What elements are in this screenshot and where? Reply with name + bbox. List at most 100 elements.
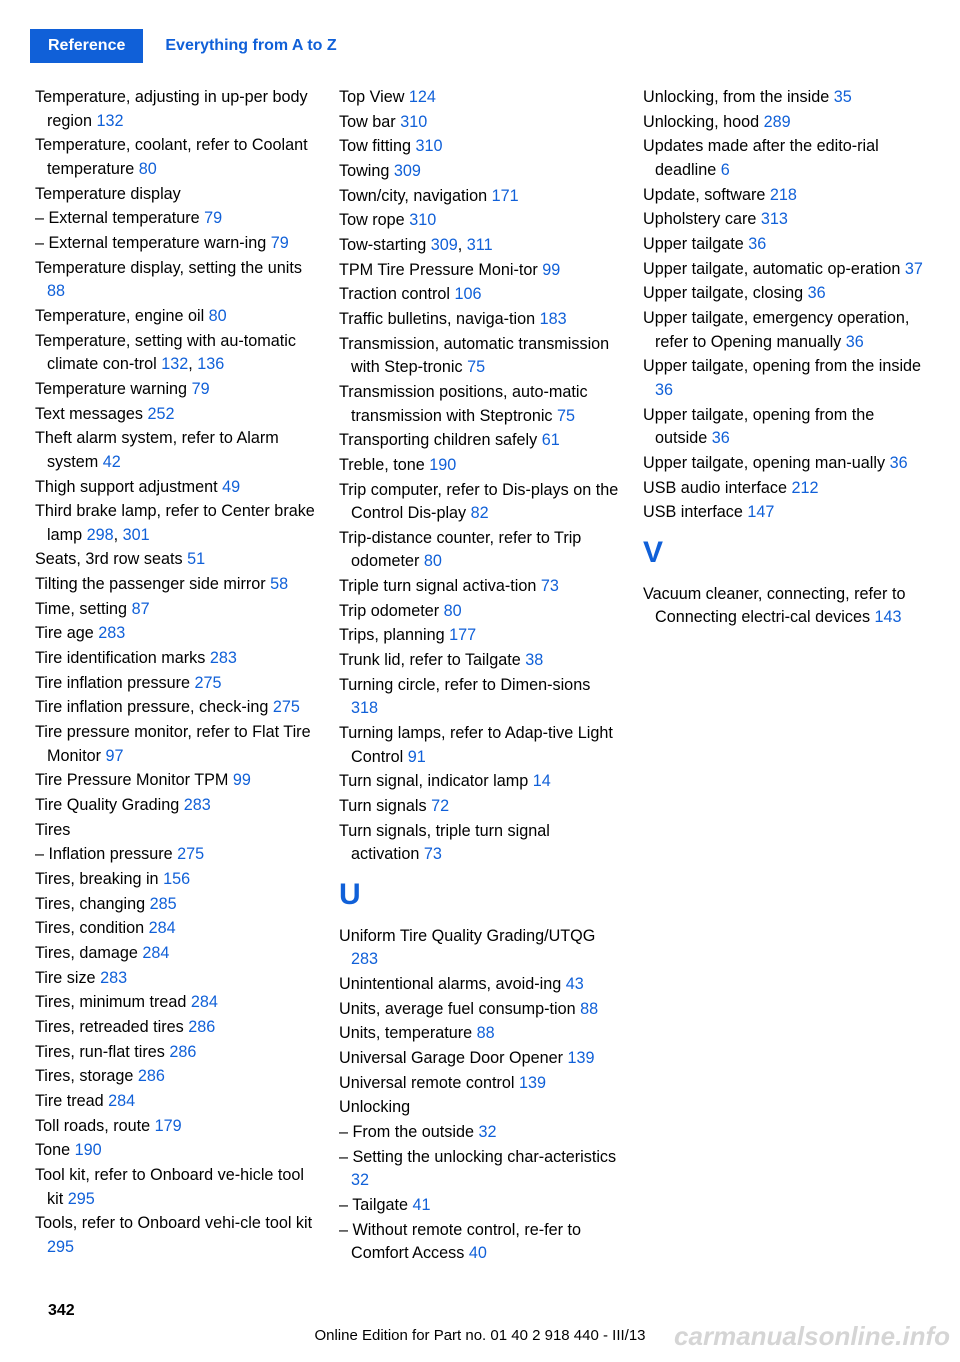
page-ref[interactable]: 252: [147, 405, 174, 423]
page-ref[interactable]: 75: [467, 358, 485, 376]
page-ref[interactable]: 218: [770, 186, 797, 204]
page-ref[interactable]: 88: [580, 1000, 598, 1018]
index-entry: Tow fitting 310: [339, 135, 621, 159]
page-ref[interactable]: 79: [192, 380, 210, 398]
index-entry: Treble, tone 190: [339, 454, 621, 478]
page-ref[interactable]: 79: [271, 234, 289, 252]
page-ref[interactable]: 73: [541, 577, 559, 595]
page-ref[interactable]: 190: [75, 1141, 102, 1159]
page-ref[interactable]: 80: [424, 552, 442, 570]
page-ref[interactable]: 36: [846, 333, 864, 351]
page-ref[interactable]: 106: [454, 285, 481, 303]
page-ref[interactable]: 72: [431, 797, 449, 815]
page-ref[interactable]: 283: [210, 649, 237, 667]
page-ref[interactable]: 51: [187, 550, 205, 568]
page-ref[interactable]: 318: [351, 699, 378, 717]
page-ref[interactable]: 283: [98, 624, 125, 642]
page-ref[interactable]: 40: [469, 1244, 487, 1262]
page-ref[interactable]: 42: [103, 453, 121, 471]
page-ref[interactable]: 283: [351, 950, 378, 968]
page-ref[interactable]: 295: [68, 1190, 95, 1208]
page-ref[interactable]: 58: [270, 575, 288, 593]
page-ref[interactable]: 88: [477, 1024, 495, 1042]
page-ref[interactable]: 35: [834, 88, 852, 106]
index-entry: – Inflation pressure 275: [35, 843, 317, 867]
page-ref[interactable]: 284: [142, 944, 169, 962]
page-ref[interactable]: 132: [161, 355, 188, 373]
page-ref[interactable]: 36: [712, 429, 730, 447]
page-ref[interactable]: 177: [449, 626, 476, 644]
page-ref[interactable]: 147: [747, 503, 774, 521]
page-ref[interactable]: 286: [188, 1018, 215, 1036]
page-ref[interactable]: 284: [149, 919, 176, 937]
page-ref[interactable]: 14: [533, 772, 551, 790]
page-ref[interactable]: 183: [540, 310, 567, 328]
page-ref[interactable]: 286: [169, 1043, 196, 1061]
page-ref[interactable]: 99: [233, 771, 251, 789]
page-ref[interactable]: 32: [351, 1171, 369, 1189]
page-ref[interactable]: 87: [132, 600, 150, 618]
page-ref[interactable]: 37: [905, 260, 923, 278]
page-ref[interactable]: 313: [761, 210, 788, 228]
index-entry: Upper tailgate 36: [643, 233, 925, 257]
page-ref[interactable]: 91: [408, 748, 426, 766]
page-ref[interactable]: 295: [47, 1238, 74, 1256]
page-ref[interactable]: 139: [568, 1049, 595, 1067]
page-ref[interactable]: 309: [394, 162, 421, 180]
page-ref[interactable]: 275: [195, 674, 222, 692]
page-ref[interactable]: 99: [542, 261, 560, 279]
page-ref[interactable]: 283: [100, 969, 127, 987]
page-ref[interactable]: 36: [890, 454, 908, 472]
page-ref[interactable]: 82: [471, 504, 489, 522]
page-ref[interactable]: 36: [748, 235, 766, 253]
page-ref[interactable]: 136: [197, 355, 224, 373]
page-ref[interactable]: 275: [177, 845, 204, 863]
page-ref[interactable]: 36: [655, 381, 673, 399]
index-entry: Trip computer, refer to Dis‐plays on the…: [339, 479, 621, 526]
page-ref[interactable]: 143: [875, 608, 902, 626]
page-ref[interactable]: 75: [557, 407, 575, 425]
page-ref[interactable]: 124: [409, 88, 436, 106]
page-ref[interactable]: 88: [47, 282, 65, 300]
page-ref[interactable]: 298: [87, 526, 114, 544]
page-ref[interactable]: 310: [415, 137, 442, 155]
page-ref[interactable]: 97: [105, 747, 123, 765]
page-ref[interactable]: 283: [184, 796, 211, 814]
page-ref[interactable]: 80: [139, 160, 157, 178]
page-ref[interactable]: 79: [204, 209, 222, 227]
page-ref[interactable]: 301: [123, 526, 150, 544]
page-ref[interactable]: 286: [138, 1067, 165, 1085]
index-entry: Temperature display: [35, 183, 317, 207]
page-ref[interactable]: 80: [444, 602, 462, 620]
index-entry: Turn signals, triple turn signal activat…: [339, 820, 621, 867]
page-ref[interactable]: 41: [413, 1196, 431, 1214]
page-ref[interactable]: 310: [409, 211, 436, 229]
page-ref[interactable]: 139: [519, 1074, 546, 1092]
index-content: Temperature, adjusting in up‐per body re…: [35, 86, 925, 1282]
page-ref[interactable]: 190: [429, 456, 456, 474]
page-ref[interactable]: 156: [163, 870, 190, 888]
index-entry: Third brake lamp, refer to Center brake …: [35, 500, 317, 547]
page-ref[interactable]: 73: [424, 845, 442, 863]
page-ref[interactable]: 179: [155, 1117, 182, 1135]
page-ref[interactable]: 132: [97, 112, 124, 130]
page-ref[interactable]: 284: [191, 993, 218, 1011]
page-ref[interactable]: 275: [273, 698, 300, 716]
page-ref[interactable]: 38: [525, 651, 543, 669]
page-ref[interactable]: 171: [492, 187, 519, 205]
page-ref[interactable]: 212: [791, 479, 818, 497]
page-ref[interactable]: 36: [808, 284, 826, 302]
page-ref[interactable]: 309: [431, 236, 458, 254]
page-ref[interactable]: 49: [222, 478, 240, 496]
index-entry: Uniform Tire Quality Grading/UTQG 283: [339, 925, 621, 972]
page-ref[interactable]: 43: [566, 975, 584, 993]
page-ref[interactable]: 285: [150, 895, 177, 913]
page-ref[interactable]: 6: [721, 161, 730, 179]
page-ref[interactable]: 80: [209, 307, 227, 325]
page-ref[interactable]: 310: [400, 113, 427, 131]
page-ref[interactable]: 61: [542, 431, 560, 449]
page-ref[interactable]: 284: [108, 1092, 135, 1110]
page-ref[interactable]: 289: [764, 113, 791, 131]
page-ref[interactable]: 311: [467, 236, 493, 254]
page-ref[interactable]: 32: [478, 1123, 496, 1141]
